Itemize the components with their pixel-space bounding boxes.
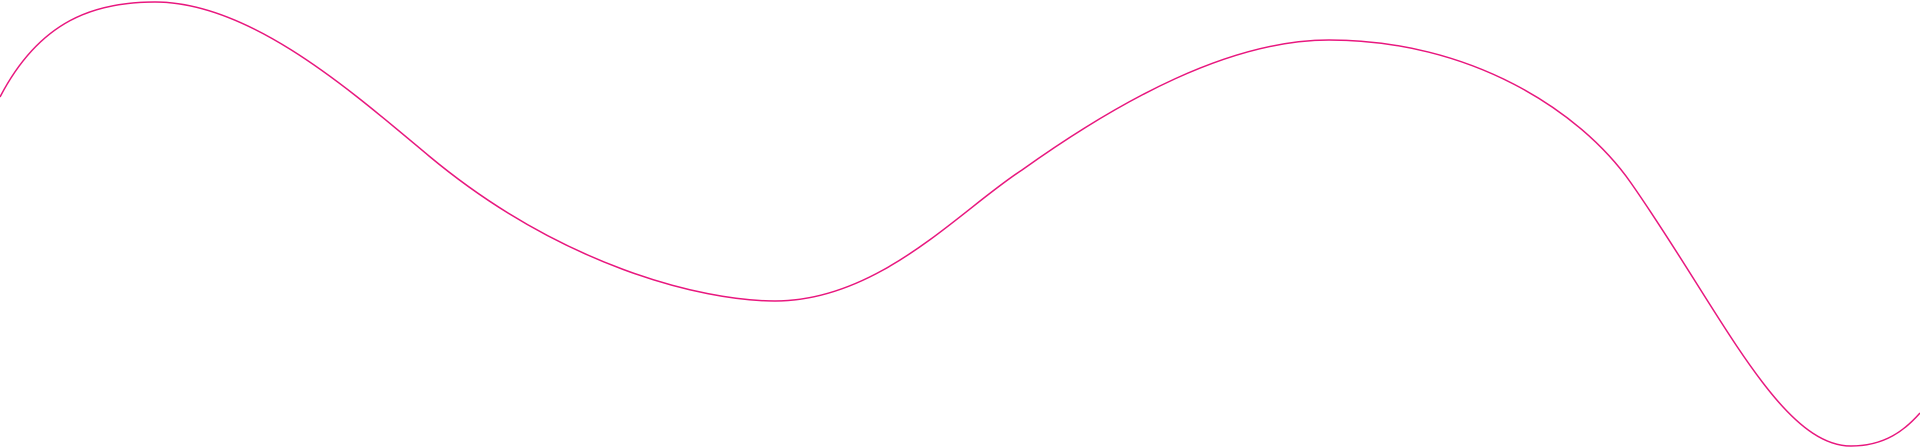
decorative-wave-line (0, 1, 1920, 447)
decorative-wave-canvas (0, 1, 1920, 447)
